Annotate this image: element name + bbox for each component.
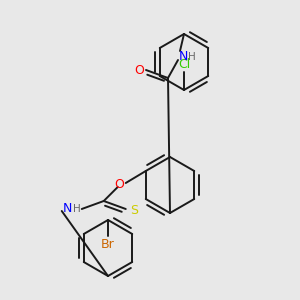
Text: N: N	[178, 50, 188, 62]
Text: N: N	[63, 202, 72, 215]
Text: H: H	[188, 52, 196, 62]
Text: O: O	[134, 64, 144, 76]
Text: Cl: Cl	[178, 58, 190, 70]
Text: Br: Br	[101, 238, 115, 251]
Text: H: H	[73, 204, 81, 214]
Text: S: S	[130, 203, 138, 217]
Text: O: O	[114, 178, 124, 190]
